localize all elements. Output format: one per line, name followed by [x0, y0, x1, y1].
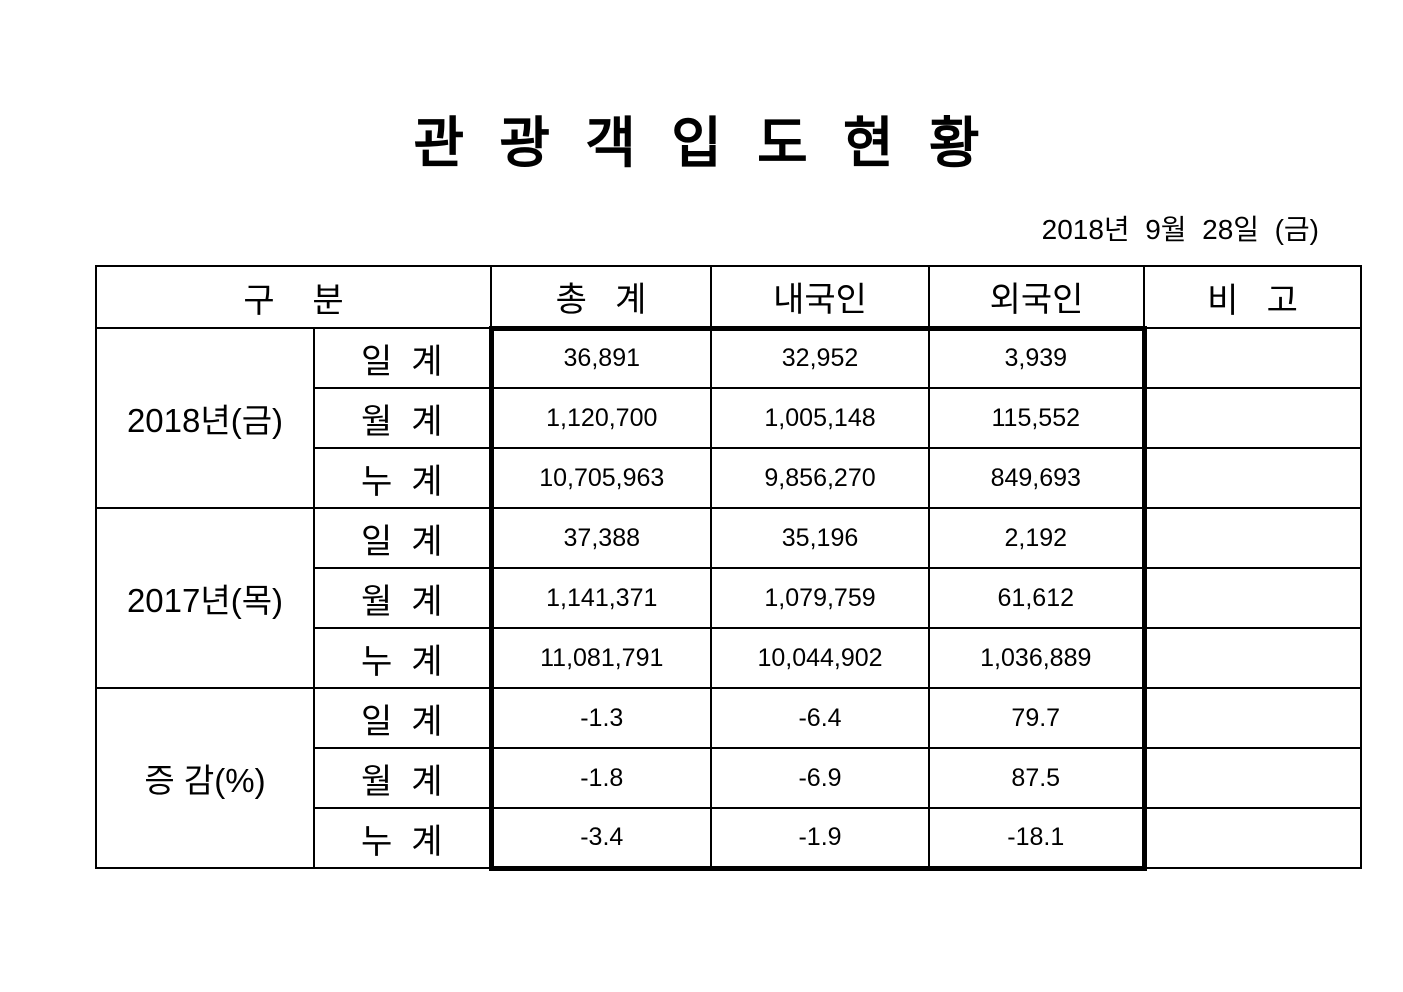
value-foreign: 87.5	[928, 747, 1147, 809]
value-total: 11,081,791	[488, 627, 713, 689]
value-foreign: 3,939	[928, 327, 1147, 389]
value-domestic: -6.4	[710, 687, 931, 749]
table-row: 월 계 1,120,700 1,005,148 115,552	[96, 387, 1363, 449]
table-row: 2018년(금) 일 계 36,891 32,952 3,939	[95, 327, 1363, 509]
value-domestic: 1,079,759	[710, 567, 931, 629]
year-group-label-change: 증 감(%)	[95, 687, 315, 869]
value-foreign: 115,552	[928, 387, 1147, 449]
value-foreign: 79.7	[928, 687, 1147, 749]
tourist-stats-table: 구 분 총 계 내국인 외국인 비 고 2018년(금) 일 계 36,891 …	[94, 265, 1363, 871]
note-cell	[1143, 687, 1363, 749]
report-date: 2018년 9월 28일 (금)	[1041, 214, 1319, 245]
col-header-total: 총 계	[490, 265, 713, 331]
row-label-cumulative: 누 계	[312, 807, 493, 869]
value-total: 1,120,700	[488, 387, 713, 449]
year-group-label-2018: 2018년(금)	[95, 327, 315, 509]
value-foreign: -18.1	[928, 807, 1147, 871]
stats-table-container: 구 분 총 계 내국인 외국인 비 고 2018년(금) 일 계 36,891 …	[94, 265, 1363, 871]
note-cell	[1143, 747, 1363, 809]
row-label-cumulative: 누 계	[312, 627, 493, 689]
page-title: 관 광 객 입 도 현 황	[413, 112, 990, 174]
note-cell	[1143, 327, 1363, 389]
table-row: 누 계 -3.4 -1.9 -18.1	[96, 807, 1363, 871]
table-row: 증 감(%) 일 계 -1.3 -6.4 79.7	[95, 687, 1363, 869]
value-total: 1,141,371	[488, 567, 713, 629]
value-total: 36,891	[488, 327, 713, 389]
row-label-monthly: 월 계	[312, 747, 493, 809]
value-domestic: -1.9	[710, 807, 931, 871]
note-cell	[1143, 567, 1363, 629]
value-foreign: 849,693	[928, 447, 1147, 509]
row-label-monthly: 월 계	[312, 567, 493, 629]
note-cell	[1143, 507, 1363, 569]
year-group-label-2017: 2017년(목)	[95, 507, 315, 689]
table-row: 2017년(목) 일 계 37,388 35,196 2,192	[95, 507, 1363, 689]
col-header-category: 구 분	[94, 265, 493, 329]
col-header-note: 비 고	[1143, 265, 1363, 329]
note-cell	[1143, 627, 1363, 689]
value-total: 10,705,963	[488, 447, 713, 509]
value-foreign: 1,036,889	[928, 627, 1147, 689]
row-label-daily: 일 계	[312, 327, 493, 389]
table-row: 누 계 11,081,791 10,044,902 1,036,889	[96, 627, 1363, 689]
value-foreign: 61,612	[928, 567, 1147, 629]
col-header-foreign: 외국인	[928, 265, 1146, 331]
value-domestic: 35,196	[710, 507, 931, 569]
value-total: 37,388	[488, 507, 713, 569]
value-total: -3.4	[488, 807, 713, 871]
value-domestic: -6.9	[710, 747, 931, 809]
table-row: 월 계 1,141,371 1,079,759 61,612	[96, 567, 1363, 629]
table-row: 월 계 -1.8 -6.9 87.5	[96, 747, 1363, 809]
value-total: -1.3	[488, 687, 713, 749]
row-label-daily: 일 계	[312, 687, 493, 749]
note-cell	[1143, 447, 1363, 509]
value-domestic: 10,044,902	[710, 627, 931, 689]
value-foreign: 2,192	[928, 507, 1147, 569]
table-row: 누 계 10,705,963 9,856,270 849,693	[96, 447, 1363, 509]
col-header-domestic: 내국인	[710, 265, 931, 331]
note-cell	[1143, 387, 1363, 449]
row-label-daily: 일 계	[312, 507, 493, 569]
note-cell	[1143, 807, 1363, 869]
value-domestic: 1,005,148	[710, 387, 931, 449]
value-domestic: 9,856,270	[710, 447, 931, 509]
table-header-row: 구 분 총 계 내국인 외국인 비 고	[94, 265, 1363, 331]
value-total: -1.8	[488, 747, 713, 809]
row-label-monthly: 월 계	[312, 387, 493, 449]
row-label-cumulative: 누 계	[312, 447, 493, 509]
value-domestic: 32,952	[710, 327, 931, 389]
